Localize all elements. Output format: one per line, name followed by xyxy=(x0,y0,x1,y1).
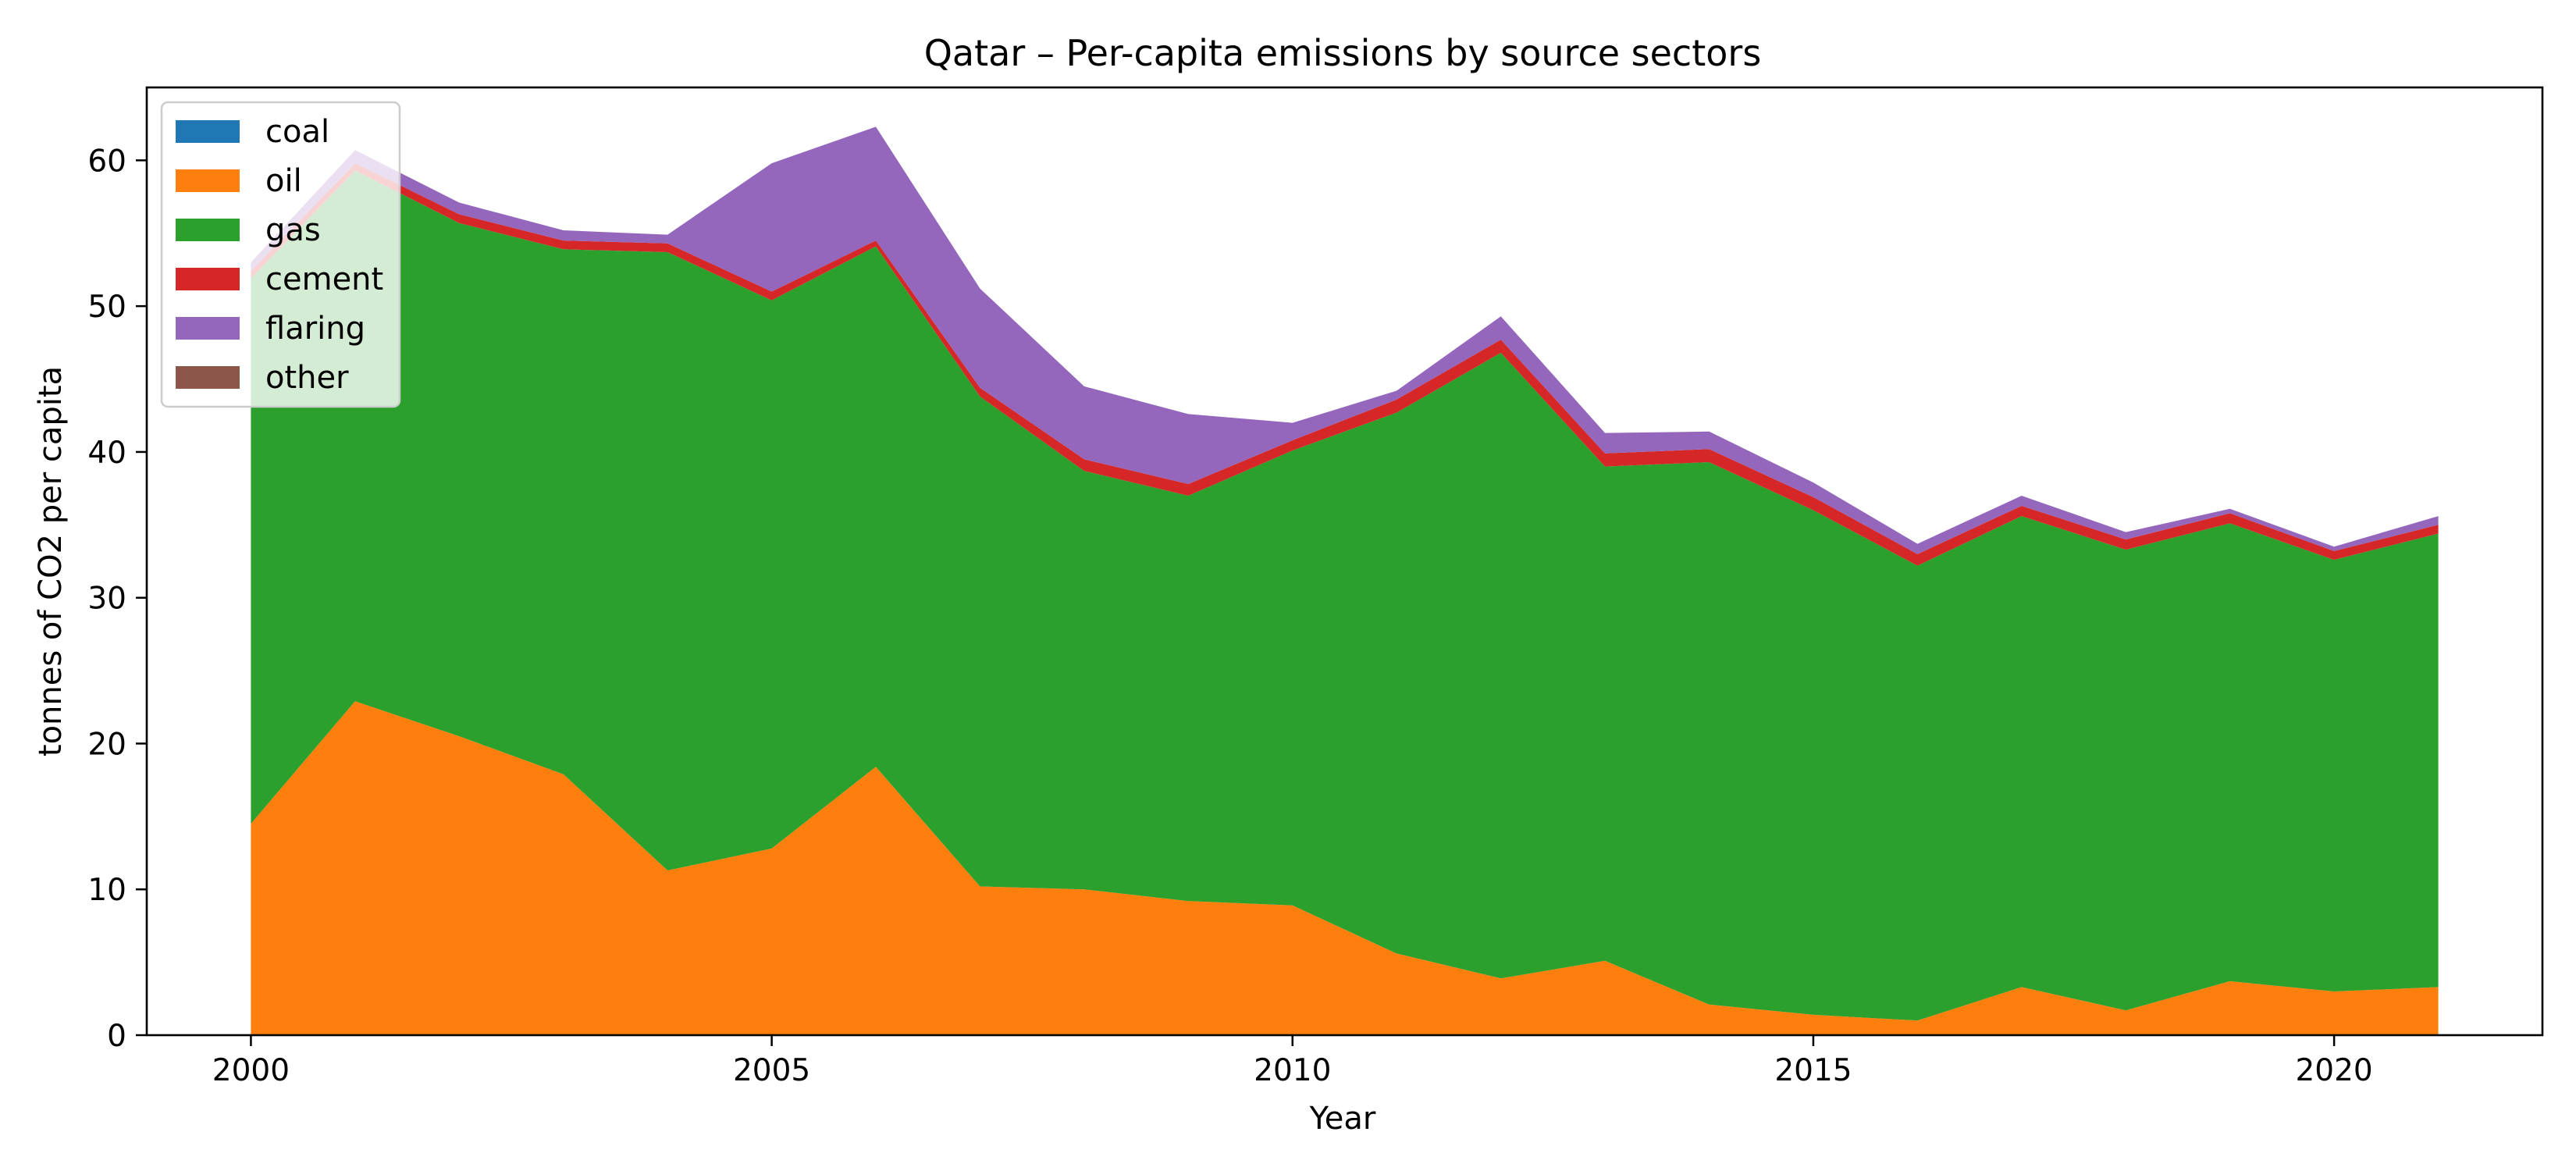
x-tick-label: 2020 xyxy=(2295,1053,2372,1088)
y-tick-label: 50 xyxy=(87,290,126,325)
legend-swatch-other xyxy=(176,366,240,389)
x-tick-label: 2000 xyxy=(212,1053,290,1088)
legend-label-flaring: flaring xyxy=(265,311,365,347)
area-cement xyxy=(251,163,2439,566)
y-tick-label: 0 xyxy=(107,1019,126,1054)
area-gas xyxy=(251,170,2439,1021)
x-axis-label: Year xyxy=(1309,1101,1376,1137)
y-axis-ticks: 0 10 20 30 40 50 60 xyxy=(87,144,147,1054)
y-tick-label: 10 xyxy=(87,873,126,908)
x-tick-label: 2005 xyxy=(733,1053,810,1088)
legend-swatch-coal xyxy=(176,120,240,143)
chart-title: Qatar – Per-capita emissions by source s… xyxy=(924,32,1762,74)
legend-swatch-gas xyxy=(176,219,240,241)
area-series-group xyxy=(251,126,2439,1035)
legend-swatch-flaring xyxy=(176,317,240,340)
y-tick-label: 20 xyxy=(87,727,126,762)
legend: coal oil gas cement flaring other xyxy=(160,101,401,408)
legend-label-other: other xyxy=(265,360,349,396)
legend-swatch-cement xyxy=(176,268,240,290)
x-axis-ticks: 2000 2005 2010 2015 2020 xyxy=(212,1035,2373,1088)
y-tick-label: 40 xyxy=(87,436,126,471)
legend-swatch-oil xyxy=(176,169,240,192)
area-flaring xyxy=(251,126,2439,554)
y-tick-label: 60 xyxy=(87,144,126,179)
area-oil xyxy=(251,701,2439,1035)
x-tick-label: 2010 xyxy=(1254,1053,1331,1088)
legend-label-coal: coal xyxy=(265,114,329,150)
legend-label-oil: oil xyxy=(265,163,302,199)
x-tick-label: 2015 xyxy=(1774,1053,1852,1088)
legend-label-cement: cement xyxy=(265,262,383,297)
legend-label-gas: gas xyxy=(265,212,321,248)
y-tick-label: 30 xyxy=(87,582,126,617)
y-axis-label: tonnes of CO2 per capita xyxy=(33,366,69,756)
plot-frame xyxy=(145,86,2544,1037)
